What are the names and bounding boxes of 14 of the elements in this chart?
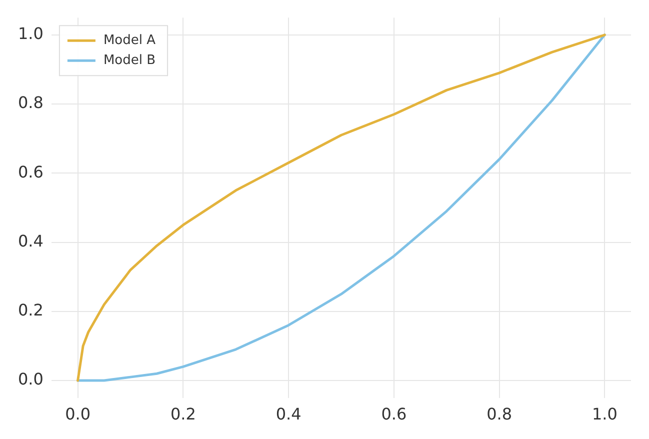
y-tick-label: 1.0 xyxy=(18,24,44,44)
x-tick-label: 0.8 xyxy=(486,404,512,424)
legend-label: Model A xyxy=(103,32,156,48)
y-tick-label: 0.2 xyxy=(18,300,44,320)
y-tick-label: 0.4 xyxy=(18,231,44,250)
y-tick-label: 0.0 xyxy=(18,370,44,389)
x-tick-label: 0.4 xyxy=(276,404,302,424)
x-tick-label: 1.0 xyxy=(592,404,618,424)
x-tick-label: 0.2 xyxy=(170,404,196,424)
y-tick-label: 0.8 xyxy=(18,93,44,112)
legend-label: Model B xyxy=(103,52,156,68)
y-tick-label: 0.6 xyxy=(18,162,44,182)
x-tick-label: 0.0 xyxy=(65,404,91,424)
x-tick-label: 0.6 xyxy=(381,404,407,424)
